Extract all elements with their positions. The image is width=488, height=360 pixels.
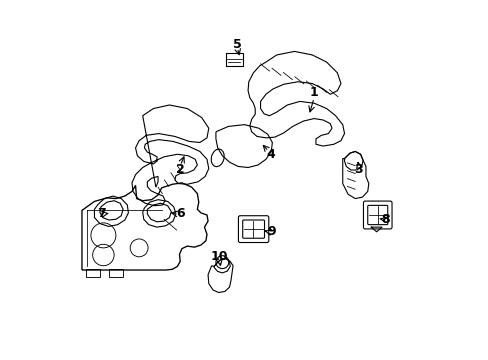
Text: 6: 6 [176,207,184,220]
Bar [85,269,100,277]
Bar [225,53,243,66]
Text: 7: 7 [97,207,106,220]
Bar [108,269,123,277]
Text: 10: 10 [210,250,228,263]
Text: 1: 1 [309,86,318,99]
Text: 3: 3 [354,163,363,176]
Text: 9: 9 [266,225,275,238]
Text: 4: 4 [266,148,275,162]
Text: 8: 8 [381,213,389,226]
Text: 2: 2 [176,163,184,176]
Text: 5: 5 [232,38,241,51]
